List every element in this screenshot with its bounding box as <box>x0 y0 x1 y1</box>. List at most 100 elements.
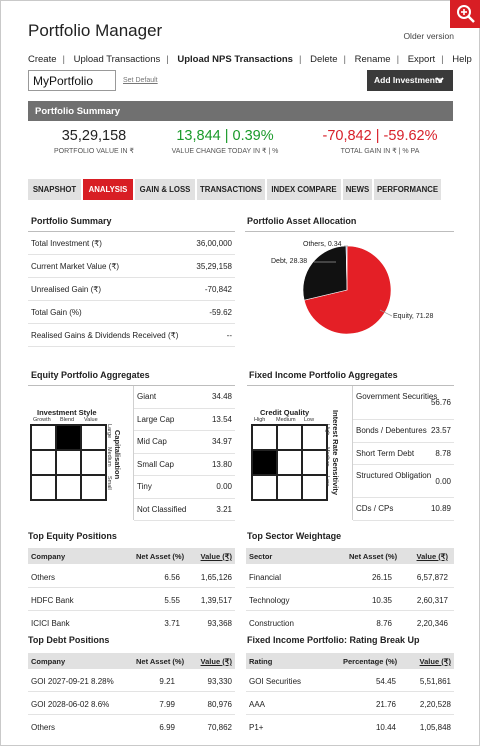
portfolio-value-label: PORTFOLIO VALUE IN ₹ <box>53 148 135 155</box>
cell-sector: Financial <box>249 573 282 582</box>
cell-net-asset: 9.21 <box>159 677 175 686</box>
tab-analysis[interactable]: ANALYSIS <box>83 179 135 200</box>
col-value[interactable]: Value (₹) <box>200 657 232 666</box>
summary-label: Total Gain (%) <box>31 308 82 317</box>
menu-help[interactable]: Help <box>452 54 472 65</box>
style-cell <box>81 475 106 500</box>
cap-label: Mid Cap <box>137 437 167 446</box>
summary-row: Unrealised Gain (₹) -70,842 <box>28 278 235 301</box>
summary-label: Current Market Value (₹) <box>31 262 120 271</box>
credit-quality-grid <box>251 424 328 501</box>
older-version-link[interactable]: Older version <box>403 31 454 41</box>
cap-value: 34.48 <box>211 392 232 401</box>
col-value[interactable]: Value (₹) <box>419 657 451 666</box>
menu-delete[interactable]: Delete <box>310 54 338 65</box>
quality-cell-filled <box>252 450 277 475</box>
cap-value: 13.54 <box>211 414 232 424</box>
fixed-value: 8.78 <box>435 448 451 458</box>
cell-net-asset: 3.71 <box>164 619 180 628</box>
asset-allocation-title: Portfolio Asset Allocation <box>247 216 357 226</box>
col-net-asset[interactable]: Net Asset (%) <box>136 657 185 666</box>
cell-value: 1,39,517 <box>200 596 232 605</box>
tab-index-compare[interactable]: INDEX COMPARE <box>267 179 343 200</box>
style-cell-filled <box>56 425 81 450</box>
tab-transactions[interactable]: TRANSACTIONS <box>197 179 267 200</box>
quality-cell <box>277 425 302 450</box>
tab-news[interactable]: NEWS <box>343 179 374 200</box>
menu-export[interactable]: Export <box>407 54 436 65</box>
summary-row: Total Investment (₹) 36,00,000 <box>28 232 235 255</box>
table-header: Rating Percentage (%) Value (₹) <box>246 653 454 669</box>
col-company: Company <box>31 657 66 666</box>
style-col-growth: Growth <box>33 417 51 423</box>
table-header: Company Net Asset (%) Value (₹) <box>28 653 235 669</box>
total-gain-label: TOTAL GAIN IN ₹ | % PA <box>340 148 420 155</box>
fixed-income-aggregates-title: Fixed Income Portfolio Aggregates <box>249 370 398 380</box>
menu-upload-nps-transactions[interactable]: Upload NPS Transactions <box>177 54 293 65</box>
cell-net-asset: 7.99 <box>159 700 175 709</box>
style-cell <box>31 475 56 500</box>
col-percentage[interactable]: Percentage (%) <box>343 657 398 666</box>
style-cell <box>56 475 81 500</box>
style-col-value: Value <box>84 417 98 423</box>
tab-gain-loss[interactable]: GAIN & LOSS <box>135 179 197 200</box>
col-net-asset[interactable]: Net Asset (%) <box>349 552 398 561</box>
cap-row: Mid Cap 34.97 <box>134 431 235 454</box>
fixed-row: Short Term Debt 8.78 <box>353 443 454 465</box>
cell-company: ICICI Bank <box>31 619 70 628</box>
summary-value: -- <box>226 331 232 340</box>
cell-value: 1,05,848 <box>419 723 451 732</box>
table-row: ICICI Bank 3.71 93,368 <box>28 612 235 634</box>
stat-value-change: 13,844 | 0.39% VALUE CHANGE TODAY IN ₹ |… <box>150 128 300 155</box>
cap-label: Large Cap <box>137 414 175 424</box>
cell-net-asset: 8.76 <box>376 619 392 628</box>
cap-label: Not Classified <box>137 504 187 514</box>
pie-label-debt: Debt, 28.38 <box>271 258 308 265</box>
cap-row-large: Large <box>106 424 112 439</box>
portfolio-value: 35,29,158 <box>61 128 127 144</box>
credit-quality-title: Credit Quality <box>260 408 310 417</box>
cell-value: 2,20,346 <box>416 619 448 628</box>
quality-cell <box>302 475 327 500</box>
summary-label: Unrealised Gain (₹) <box>31 285 102 294</box>
col-value[interactable]: Value (₹) <box>416 552 448 561</box>
fixed-label: Short Term Debt <box>356 448 415 458</box>
summary-label: Total Investment (₹) <box>31 239 102 248</box>
quality-cell <box>252 475 277 500</box>
fixed-row: Government Securities 56.76 <box>353 386 454 420</box>
fixed-label: Structured Obligation <box>356 471 432 480</box>
portfolio-select[interactable]: MyPortfolio <box>28 70 116 91</box>
fixed-value: 0.00 <box>435 477 451 486</box>
cap-row: Tiny 0.00 <box>134 476 235 499</box>
rating-breakup-title: Fixed Income Portfolio: Rating Break Up <box>247 635 420 645</box>
cell-percentage: 54.45 <box>375 677 396 686</box>
action-menu: Create | Upload Transactions | Upload NPS … <box>28 54 472 65</box>
rate-row-low: Low <box>324 476 330 487</box>
col-net-asset[interactable]: Net Asset (%) <box>136 552 185 561</box>
investment-style-grid <box>30 424 107 501</box>
summary-value: 35,29,158 <box>196 262 232 271</box>
table-row: Financial 26.15 6,57,872 <box>246 566 454 588</box>
menu-rename[interactable]: Rename <box>354 54 391 65</box>
portfolio-summary-bar: Portfolio Summary <box>28 101 453 121</box>
cell-percentage: 21.76 <box>375 700 396 709</box>
add-investments-label: Add Investments <box>374 75 443 85</box>
zoom-button[interactable] <box>450 0 480 28</box>
total-gain: -70,842 | -59.62% <box>322 128 438 144</box>
cell-net-asset: 26.15 <box>371 573 392 582</box>
menu-upload-transactions[interactable]: Upload Transactions <box>73 54 161 65</box>
pie-label-equity: Equity, 71.28 <box>393 313 434 320</box>
add-investments-button[interactable]: Add Investments <box>367 70 453 91</box>
set-default-link[interactable]: Set Default <box>123 77 158 84</box>
quality-cell <box>277 475 302 500</box>
menu-create[interactable]: Create <box>28 54 57 65</box>
col-value[interactable]: Value (₹) <box>200 552 232 561</box>
tab-performance[interactable]: PERFORMANCE <box>374 179 441 200</box>
style-cell <box>81 450 106 475</box>
tab-snapshot[interactable]: SNAPSHOT <box>28 179 83 200</box>
table-row: Technology 10.35 2,60,317 <box>246 589 454 611</box>
cell-net-asset: 6.56 <box>164 573 180 582</box>
fixed-value: 10.89 <box>430 504 451 513</box>
fixed-row: CDs / CPs 10.89 <box>353 498 454 521</box>
fixed-label: Bonds / Debentures <box>356 426 427 435</box>
